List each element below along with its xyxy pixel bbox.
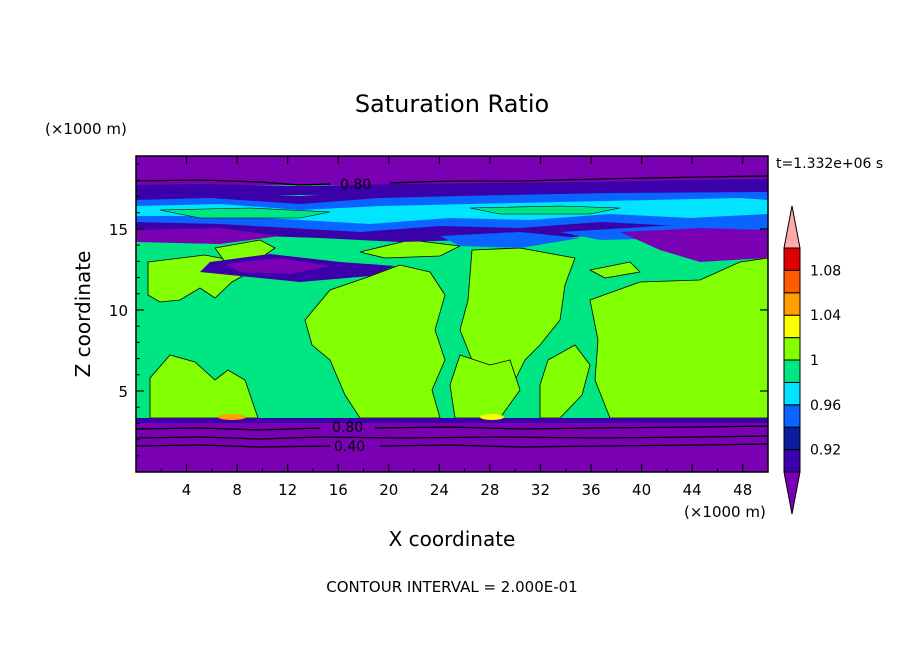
colorbar-tick-label: 0.92: [810, 443, 841, 459]
colorbar-swatch: [783, 247, 801, 271]
contour-interval-label: CONTOUR INTERVAL = 2.000E-01: [326, 578, 577, 596]
x-tick-label: 28: [480, 481, 499, 499]
time-label: t=1.332e+06 s: [776, 156, 883, 172]
colorbar-swatch: [783, 449, 801, 473]
colorbar-swatch: [783, 337, 801, 361]
x-tick-label: 36: [581, 481, 600, 499]
x-tick-label: 16: [329, 481, 348, 499]
upper-layer-streaks: [136, 180, 768, 282]
x-tick-label: 32: [531, 481, 550, 499]
colorbar-swatch: [783, 292, 801, 316]
plot-area: 0.80 0.80 0.40: [136, 156, 768, 472]
lime-regions: [147, 205, 768, 419]
colorbar-over-arrow: [783, 205, 801, 249]
x-tick-label: 24: [430, 481, 449, 499]
y-tick-label: 5: [118, 383, 128, 401]
y-axis-label: Z coordinate: [71, 251, 95, 378]
plot-frame: [135, 155, 769, 473]
x-tick-label: 4: [182, 481, 192, 499]
x-tick-label: 12: [278, 481, 297, 499]
x-tick-label: 8: [232, 481, 242, 499]
colorbar-swatch: [783, 314, 801, 339]
contour-lines: [136, 175, 768, 448]
contour-label-low: 0.80: [332, 420, 363, 436]
x-unit-label: (×1000 m): [684, 503, 766, 521]
x-axis-label: X coordinate: [389, 527, 516, 551]
x-tick-label: 20: [379, 481, 398, 499]
y-axis: 5 10 15: [109, 163, 768, 457]
y-tick-label: 15: [109, 221, 128, 239]
x-tick-label: 44: [683, 481, 702, 499]
colorbar-tick-label: 1: [810, 353, 819, 369]
y-unit-label: (×1000 m): [45, 120, 127, 138]
hotspot-2: [480, 414, 504, 420]
colorbar-tick-label: 0.96: [810, 398, 841, 414]
colorbar-tick-label: 1.04: [810, 308, 841, 324]
colorbar-swatch: [783, 269, 801, 294]
colorbar-tick-label: 1.08: [810, 263, 841, 279]
bottom-band-edge: [136, 418, 768, 423]
y-tick-label: 10: [109, 302, 128, 320]
colorbar-swatch: [783, 381, 801, 406]
x-tick-label: 48: [733, 481, 752, 499]
x-tick-label: 40: [632, 481, 651, 499]
colorbar-swatch: [783, 404, 801, 428]
colorbar-swatch: [783, 426, 801, 451]
contour-label-top: 0.80: [340, 177, 371, 193]
colorbar-swatch: [783, 359, 801, 383]
colorbar: 0.92 0.96 1 1.04 1.08: [783, 205, 841, 515]
chart-title: Saturation Ratio: [355, 90, 549, 118]
colorbar-under-arrow: [783, 471, 801, 515]
hotspot-1: [218, 414, 246, 420]
x-axis: 4 8 12 16 20 24 28 32 36 40 44 48: [160, 156, 752, 499]
contour-label-bottom: 0.40: [334, 439, 365, 455]
top-band-edge: [136, 179, 768, 196]
top-band: [136, 156, 768, 185]
